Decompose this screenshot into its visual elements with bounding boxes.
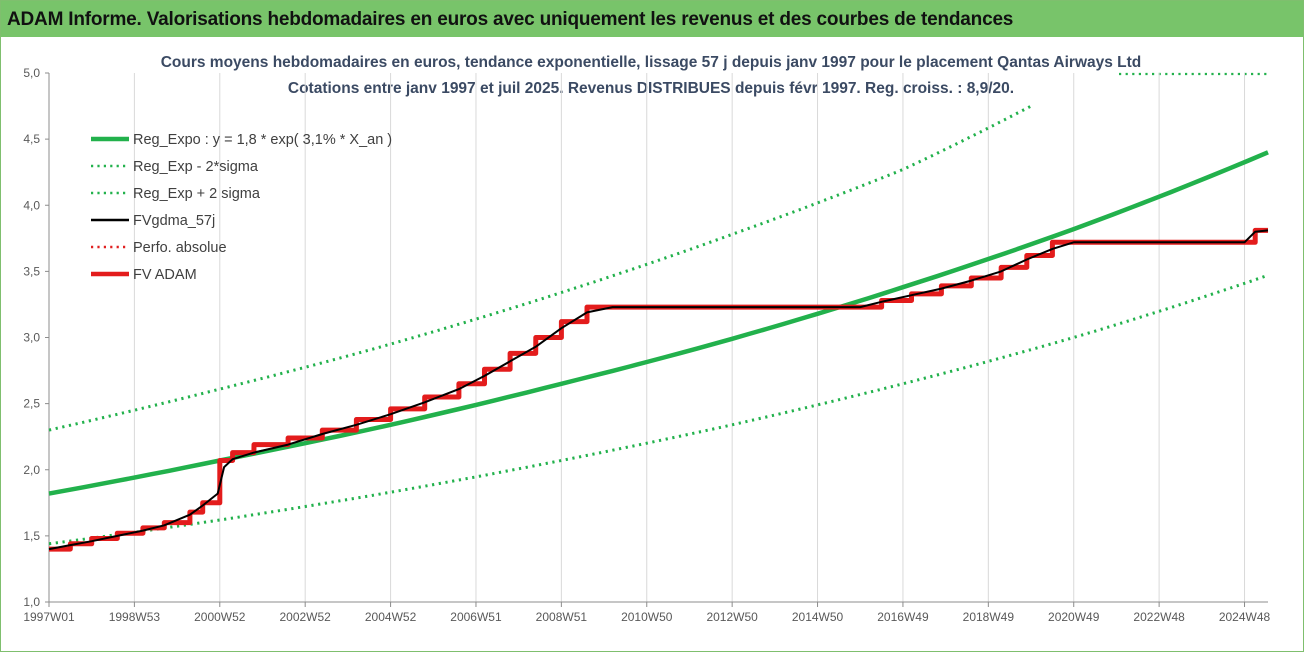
series-line-reg-expo-y-1-8-exp-3-1-x-an <box>48 150 1269 496</box>
y-tick-label: 2,0 <box>23 463 40 477</box>
grid <box>48 73 1246 602</box>
x-tick-label: 2018W49 <box>963 610 1015 624</box>
report-title: ADAM Informe. Valorisations hebdomadaire… <box>7 9 1014 30</box>
legend-label: FV ADAM <box>133 267 197 283</box>
x-tick-label: 2024W48 <box>1219 610 1271 624</box>
legend-label: FVgdma_57j <box>133 213 215 229</box>
x-tick-label: 2004W52 <box>365 610 417 624</box>
y-tick-label: 1,5 <box>23 529 40 543</box>
x-tick-label: 2002W52 <box>279 610 331 624</box>
x-tick-label: 2020W49 <box>1048 610 1100 624</box>
x-tick-label: 2000W52 <box>194 610 246 624</box>
x-tick-label: 1998W53 <box>109 610 161 624</box>
y-tick-label: 4,5 <box>23 132 40 146</box>
legend-label: Reg_Exp - 2*sigma <box>133 159 259 175</box>
x-tick-label: 2010W50 <box>621 610 673 624</box>
y-tick-label: 1,0 <box>23 595 40 609</box>
series-line-reg-exp-2-sigma <box>48 273 1269 546</box>
x-tick-label: 2012W50 <box>706 610 758 624</box>
y-tick-label: 4,0 <box>23 198 40 212</box>
x-tick-label: 2016W49 <box>877 610 929 624</box>
chart-subtitle: Cotations entre janv 1997 et juil 2025. … <box>288 80 1014 97</box>
x-tick-label: 2022W48 <box>1133 610 1185 624</box>
legend: Reg_Expo : y = 1,8 * exp( 3,1% * X_an ) R… <box>91 132 392 283</box>
series-line-reg-exp-2-sigma <box>48 104 1032 432</box>
legend-label: Reg_Exp + 2 sigma <box>133 186 261 202</box>
chart-title: Cours moyens hebdomadaires en euros, ten… <box>161 54 1142 71</box>
series-group <box>48 104 1269 552</box>
axes: 1997W01 1998W53 2000W52 2002W52 2004W52 2006W… <box>23 66 1270 624</box>
line-chart: Cours moyens hebdomadaires en euros, ten… <box>23 54 1270 624</box>
x-tick-label: 2006W51 <box>450 610 502 624</box>
series-line-fv-adam <box>49 227 1268 552</box>
report-header: ADAM Informe. Valorisations hebdomadaire… <box>1 1 1303 37</box>
x-tick-label: 1997W01 <box>23 610 75 624</box>
y-tick-label: 3,0 <box>23 331 40 345</box>
legend-label: Reg_Expo : y = 1,8 * exp( 3,1% * X_an ) <box>133 132 392 148</box>
y-tick-label: 5,0 <box>23 66 40 80</box>
x-tick-label: 2008W51 <box>536 610 588 624</box>
y-tick-label: 2,5 <box>23 397 40 411</box>
y-tick-label: 3,5 <box>23 264 40 278</box>
series-line-fvgdma-57j <box>48 229 1269 551</box>
x-tick-label: 2014W50 <box>792 610 844 624</box>
legend-label: Perfo. absolue <box>133 240 227 256</box>
